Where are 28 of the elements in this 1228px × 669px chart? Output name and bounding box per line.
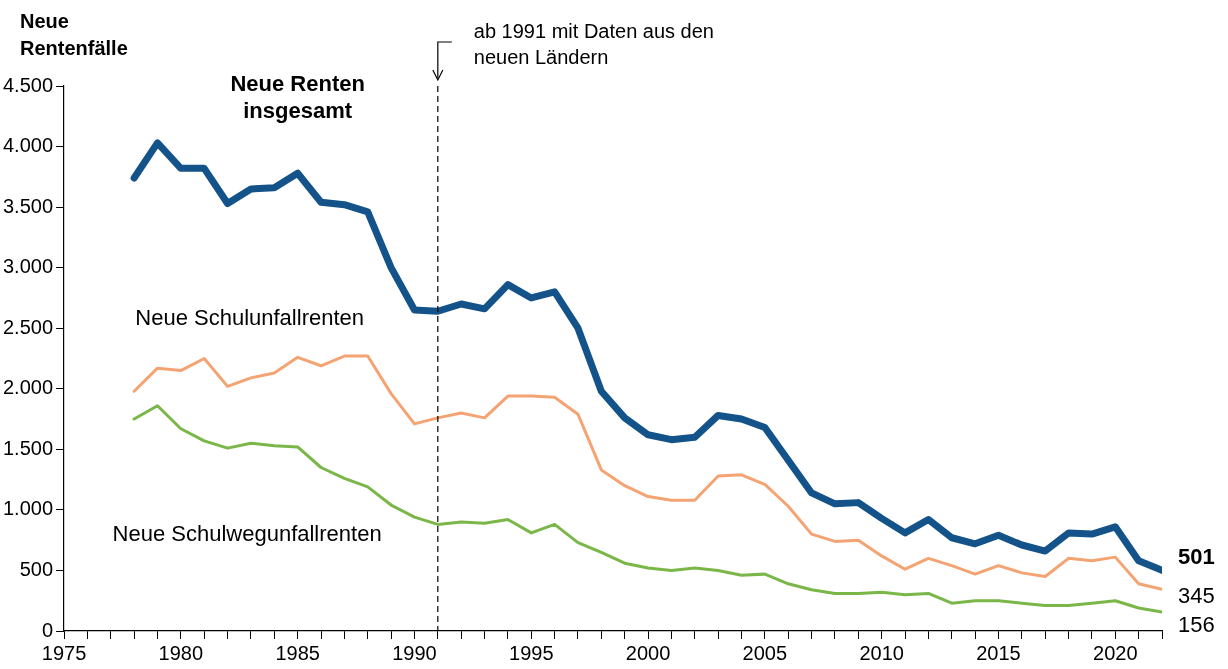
x-tick-label: 2000 <box>625 641 671 664</box>
y-tick-label: 4.500 <box>2 73 54 96</box>
y-tick-label: 1.500 <box>2 436 54 459</box>
data-label: 501 <box>1178 544 1215 570</box>
x-tick-label: 2005 <box>742 641 788 664</box>
y-tick-label: 3.500 <box>2 194 54 217</box>
y-tick-label: 2.000 <box>2 376 54 399</box>
data-label: 156 <box>1178 612 1215 638</box>
series-label: Neue Schulwegunfallrenten <box>112 521 382 547</box>
x-tick-label: 1995 <box>509 641 554 664</box>
ref-line-label: ab 1991 mit Daten aus den neuen Ländern <box>473 20 714 68</box>
x-tick-label: 1985 <box>275 641 320 664</box>
x-tick-label: 1980 <box>158 641 204 664</box>
text: Neue Renten insgesamt <box>230 70 365 123</box>
y-tick-label: 3.000 <box>2 255 54 278</box>
y-tick-label: 1.000 <box>2 497 54 520</box>
x-tick-label: 2010 <box>859 641 904 664</box>
y-tick-label: 2.500 <box>2 315 54 338</box>
x-tick-label: 1975 <box>41 641 87 664</box>
series-label: Neue Schulunfallrenten <box>135 305 365 331</box>
data-label: 345 <box>1178 583 1215 609</box>
x-tick-label: 2020 <box>1093 641 1138 664</box>
y-tick-label: 4.000 <box>2 134 54 157</box>
y-tick-label: 0 <box>41 618 54 641</box>
y-tick-label: 500 <box>19 557 54 580</box>
x-tick-label: 1990 <box>392 641 437 664</box>
y-axis-title: Neue Rentenfälle <box>20 10 128 59</box>
x-tick-label: 2015 <box>976 641 1021 664</box>
